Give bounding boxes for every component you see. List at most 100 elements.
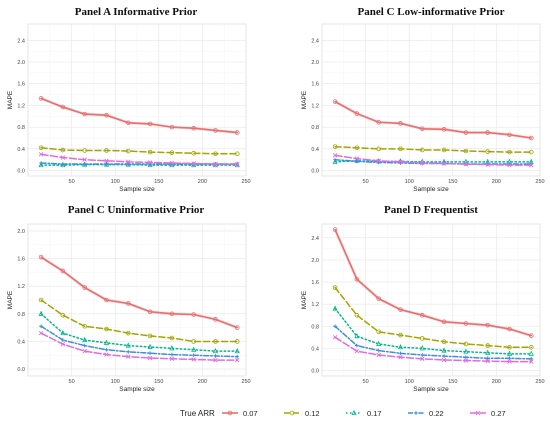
- y-tick-label: 1.2: [311, 302, 319, 308]
- data-point: [332, 335, 338, 340]
- data-point: [191, 150, 196, 156]
- series-0.22: [333, 324, 534, 361]
- data-point: [397, 344, 404, 350]
- data-point: [419, 126, 425, 132]
- data-point: [442, 354, 446, 359]
- legend-label: 0.07: [243, 409, 258, 418]
- data-point: [60, 268, 66, 274]
- x-tick-label: 200: [492, 379, 501, 385]
- data-point: [398, 121, 403, 126]
- data-point: [169, 150, 175, 155]
- series-line: [334, 154, 533, 166]
- y-axis-label: MAPE: [301, 90, 308, 109]
- data-point: [147, 355, 153, 361]
- data-point: [398, 159, 403, 165]
- data-point: [332, 305, 338, 311]
- data-point: [82, 343, 87, 348]
- series-line: [40, 162, 239, 165]
- data-point: [419, 147, 425, 153]
- y-tick-label: 0.0: [17, 367, 25, 373]
- series-0.27: [38, 330, 240, 363]
- data-point: [332, 285, 338, 290]
- data-point: [332, 99, 338, 104]
- data-point: [463, 130, 469, 135]
- data-point: [104, 162, 109, 166]
- y-tick-label: 0.4: [17, 147, 25, 153]
- panel-title: Panel A Informative Prior: [75, 6, 198, 18]
- y-tick-label: 2.0: [311, 60, 319, 66]
- y-tick-label: 0.8: [17, 125, 25, 131]
- data-point: [528, 333, 534, 338]
- data-point: [441, 347, 447, 353]
- series-0.12: [332, 144, 534, 155]
- data-point: [507, 344, 512, 350]
- data-point: [376, 329, 381, 335]
- y-tick-label: 1.2: [17, 284, 25, 290]
- data-point: [213, 151, 218, 157]
- data-point: [398, 332, 403, 338]
- data-point: [528, 135, 534, 141]
- y-tick-label: 1.6: [17, 82, 25, 88]
- data-point: [82, 348, 87, 354]
- data-point: [169, 124, 175, 130]
- data-point: [376, 352, 381, 358]
- data-point: [125, 342, 131, 348]
- data-point: [376, 158, 381, 164]
- data-point: [463, 355, 468, 360]
- legend-label: 0.22: [429, 409, 444, 418]
- data-point: [125, 120, 131, 126]
- data-point: [38, 152, 44, 157]
- data-point: [147, 343, 153, 349]
- series-line: [40, 153, 239, 165]
- data-point: [333, 324, 337, 329]
- series-line: [334, 100, 533, 139]
- data-point: [125, 301, 131, 306]
- data-point: [234, 325, 240, 330]
- data-point: [398, 351, 403, 356]
- series-line: [40, 147, 239, 155]
- data-point: [332, 153, 338, 158]
- data-point: [528, 149, 534, 155]
- series-line: [334, 325, 533, 360]
- data-point: [38, 96, 44, 101]
- data-point: [38, 254, 44, 260]
- data-point: [38, 310, 44, 316]
- x-tick-label: 250: [241, 379, 250, 385]
- panel-3: Panel C Uninformative Prior 0.0 0.4 0.8 1.2 1…: [7, 204, 251, 393]
- x-tick-label: 250: [535, 379, 544, 385]
- data-point: [82, 285, 87, 290]
- data-point: [354, 348, 360, 354]
- data-point: [463, 321, 469, 326]
- data-point: [354, 111, 360, 116]
- data-point: [213, 317, 218, 322]
- panel-title: Panel D Frequentist: [384, 204, 478, 216]
- data-point: [38, 330, 44, 336]
- data-point: [463, 358, 469, 363]
- data-point: [354, 159, 359, 164]
- x-tick-label: 100: [405, 179, 414, 185]
- data-point: [38, 161, 44, 168]
- y-tick-label: 0.0: [311, 368, 319, 374]
- data-point: [420, 356, 425, 362]
- y-tick-label: 1.2: [17, 103, 25, 109]
- legend-key-marker: [351, 409, 357, 416]
- series-0.27: [332, 153, 534, 168]
- data-point: [507, 162, 512, 168]
- data-point: [191, 346, 197, 352]
- data-point: [213, 357, 218, 363]
- series-line: [40, 97, 239, 134]
- data-point: [376, 146, 381, 152]
- data-point: [332, 227, 338, 232]
- series-line: [40, 256, 239, 329]
- data-point: [333, 157, 337, 162]
- x-tick-label: 250: [535, 179, 544, 185]
- data-point: [235, 357, 240, 363]
- data-point: [39, 161, 43, 165]
- y-tick-label: 1.6: [311, 82, 319, 88]
- data-point: [441, 357, 447, 363]
- data-point: [441, 127, 447, 132]
- series-line: [334, 336, 533, 363]
- panel-4: Panel D Frequentist 0.0 0.4 0.8 1.2 1.6 2.0 2.4…: [301, 204, 545, 393]
- data-point: [126, 354, 131, 359]
